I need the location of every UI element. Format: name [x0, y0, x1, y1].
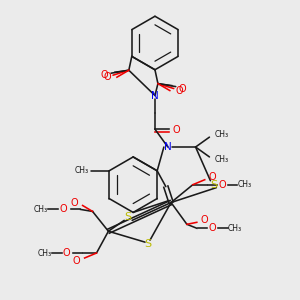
Text: O: O	[219, 180, 226, 190]
Text: O: O	[209, 223, 217, 233]
Text: CH₃: CH₃	[237, 180, 251, 189]
Text: O: O	[100, 70, 108, 80]
Text: O: O	[103, 72, 111, 82]
Text: O: O	[59, 204, 67, 214]
Text: S: S	[124, 212, 132, 222]
Text: CH₃: CH₃	[38, 248, 52, 257]
Text: CH₃: CH₃	[214, 130, 228, 139]
Text: CH₃: CH₃	[34, 205, 48, 214]
Text: O: O	[201, 215, 208, 225]
Text: CH₃: CH₃	[227, 224, 242, 233]
Text: O: O	[209, 172, 217, 182]
Text: N: N	[151, 91, 159, 100]
Text: CH₃: CH₃	[74, 166, 88, 175]
Text: S: S	[145, 239, 152, 249]
Text: N: N	[164, 142, 172, 152]
Text: O: O	[176, 85, 184, 96]
Text: O: O	[63, 248, 70, 258]
Text: O: O	[173, 125, 181, 135]
Text: O: O	[71, 199, 79, 208]
Text: O: O	[179, 84, 187, 94]
Text: S: S	[210, 180, 217, 190]
Text: CH₃: CH₃	[214, 155, 228, 164]
Text: O: O	[73, 256, 80, 266]
